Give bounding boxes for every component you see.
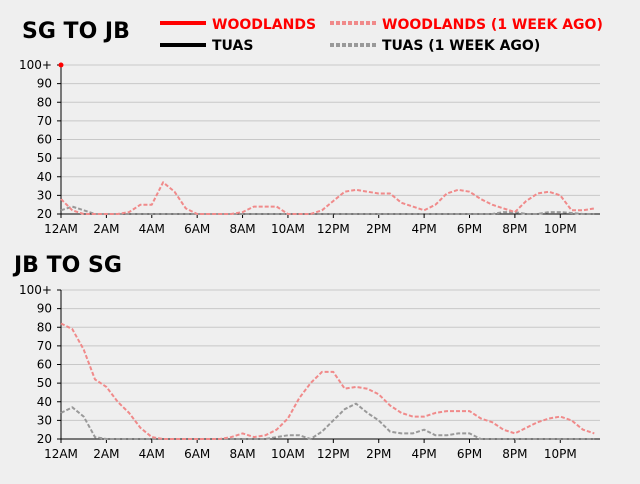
y-tick-label-70: 70 bbox=[37, 339, 52, 353]
legend-label-woodlands: WOODLANDS bbox=[212, 17, 316, 33]
x-tick-label-4pm: 4PM bbox=[411, 447, 436, 461]
x-tick-label-12am: 12AM bbox=[44, 222, 78, 236]
series-line-tuas-prev bbox=[60, 205, 595, 215]
x-tick-label-2pm: 2PM bbox=[366, 222, 391, 236]
x-tick-label-12pm: 12PM bbox=[317, 447, 350, 461]
chart-title-jb-to-sg: JB TO SG bbox=[12, 253, 122, 278]
y-tick-label-20: 20 bbox=[37, 432, 52, 446]
y-tick-label-80: 80 bbox=[37, 95, 52, 109]
x-tick-label-12pm: 12PM bbox=[317, 222, 350, 236]
x-tick-label-8pm: 8PM bbox=[502, 222, 527, 236]
y-tick-label-70: 70 bbox=[37, 114, 52, 128]
x-tick-label-12am: 12AM bbox=[44, 447, 78, 461]
x-tick-label-6pm: 6PM bbox=[457, 222, 482, 236]
legend-label-tuas: TUAS bbox=[212, 38, 253, 54]
legend-label-woodlands-prev: WOODLANDS (1 WEEK AGO) bbox=[382, 17, 603, 33]
y-tick-label-40: 40 bbox=[37, 170, 52, 184]
x-tick-label-4am: 4AM bbox=[139, 222, 165, 236]
y-tick-label-30: 30 bbox=[37, 413, 52, 427]
legend-label-tuas-prev: TUAS (1 WEEK AGO) bbox=[382, 38, 540, 54]
y-tick-label-30: 30 bbox=[37, 188, 52, 202]
y-tick-label-50: 50 bbox=[37, 376, 52, 390]
y-tick-label-100: 100+ bbox=[19, 283, 52, 297]
x-tick-label-8am: 8AM bbox=[229, 447, 255, 461]
legend: WOODLANDS TUAS WOODLANDS (1 WEEK AGO) TU… bbox=[160, 17, 603, 54]
x-tick-label-10am: 10AM bbox=[271, 447, 305, 461]
x-tick-label-2am: 2AM bbox=[93, 222, 119, 236]
x-tick-label-8am: 8AM bbox=[229, 222, 255, 236]
x-tick-label-6am: 6AM bbox=[184, 447, 210, 461]
x-tick-label-2pm: 2PM bbox=[366, 447, 391, 461]
y-tick-label-90: 90 bbox=[37, 77, 52, 91]
series-line-woodlands-prev bbox=[60, 181, 595, 215]
x-tick-label-4pm: 4PM bbox=[411, 222, 436, 236]
x-tick-label-10pm: 10PM bbox=[544, 222, 577, 236]
x-tick-label-6am: 6AM bbox=[184, 222, 210, 236]
y-tick-label-80: 80 bbox=[37, 320, 52, 334]
x-tick-label-10am: 10AM bbox=[271, 222, 305, 236]
series-line-woodlands-prev bbox=[60, 322, 595, 440]
y-tick-label-100: 100+ bbox=[19, 58, 52, 72]
data-point-woodlands bbox=[58, 62, 64, 68]
x-tick-label-10pm: 10PM bbox=[544, 447, 577, 461]
y-tick-label-60: 60 bbox=[37, 358, 52, 372]
y-tick-label-20: 20 bbox=[37, 207, 52, 221]
y-tick-label-90: 90 bbox=[37, 302, 52, 316]
y-tick-label-40: 40 bbox=[37, 395, 52, 409]
series-line-tuas-prev bbox=[60, 402, 595, 440]
x-tick-label-4am: 4AM bbox=[139, 447, 165, 461]
x-tick-label-2am: 2AM bbox=[93, 447, 119, 461]
x-tick-label-8pm: 8PM bbox=[502, 447, 527, 461]
chart-title-sg-to-jb: SG TO JB bbox=[22, 19, 130, 44]
x-tick-label-6pm: 6PM bbox=[457, 447, 482, 461]
y-tick-label-50: 50 bbox=[37, 151, 52, 165]
y-tick-label-60: 60 bbox=[37, 133, 52, 147]
